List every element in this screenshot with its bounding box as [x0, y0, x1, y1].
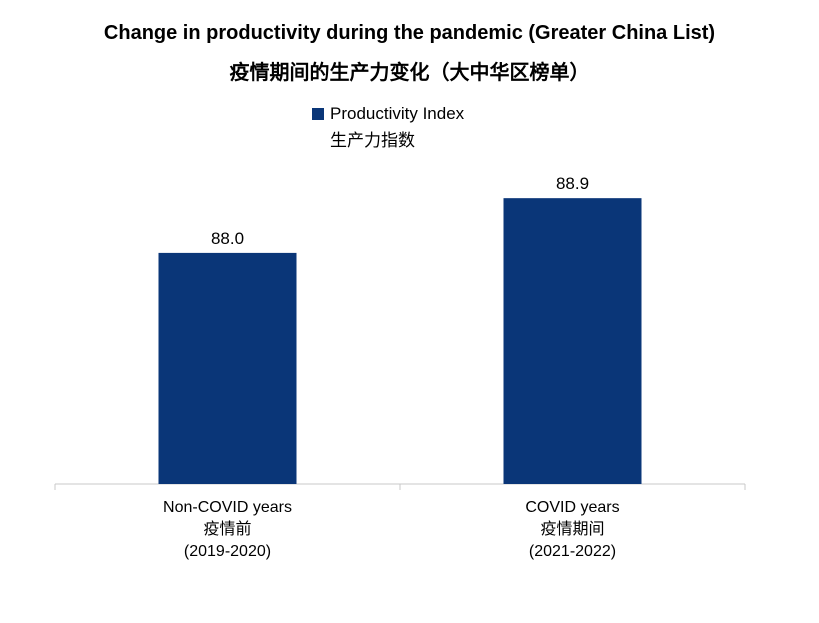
x-tick-label: COVID years: [525, 499, 619, 516]
legend-label-zh: 生产力指数: [330, 131, 415, 151]
x-tick-label: 疫情期间: [540, 519, 604, 538]
legend: Productivity Index 生产力指数: [312, 104, 464, 151]
bar: [503, 198, 642, 484]
x-tick-label: (2021-2022): [529, 543, 616, 560]
legend-swatch: [312, 108, 324, 120]
bar: [158, 252, 297, 484]
x-tick-label: Non-COVID years: [163, 499, 292, 516]
x-tick-label: (2019-2020): [184, 543, 271, 560]
data-label: 88.9: [556, 174, 589, 193]
chart-title: Change in productivity during the pandem…: [103, 22, 716, 44]
data-label: 88.0: [211, 229, 244, 248]
legend-label: Productivity Index: [330, 104, 465, 123]
x-tick-label: 疫情前: [203, 519, 251, 538]
chart-subtitle: 疫情期间的生产力变化（大中华区榜单）: [229, 60, 590, 84]
